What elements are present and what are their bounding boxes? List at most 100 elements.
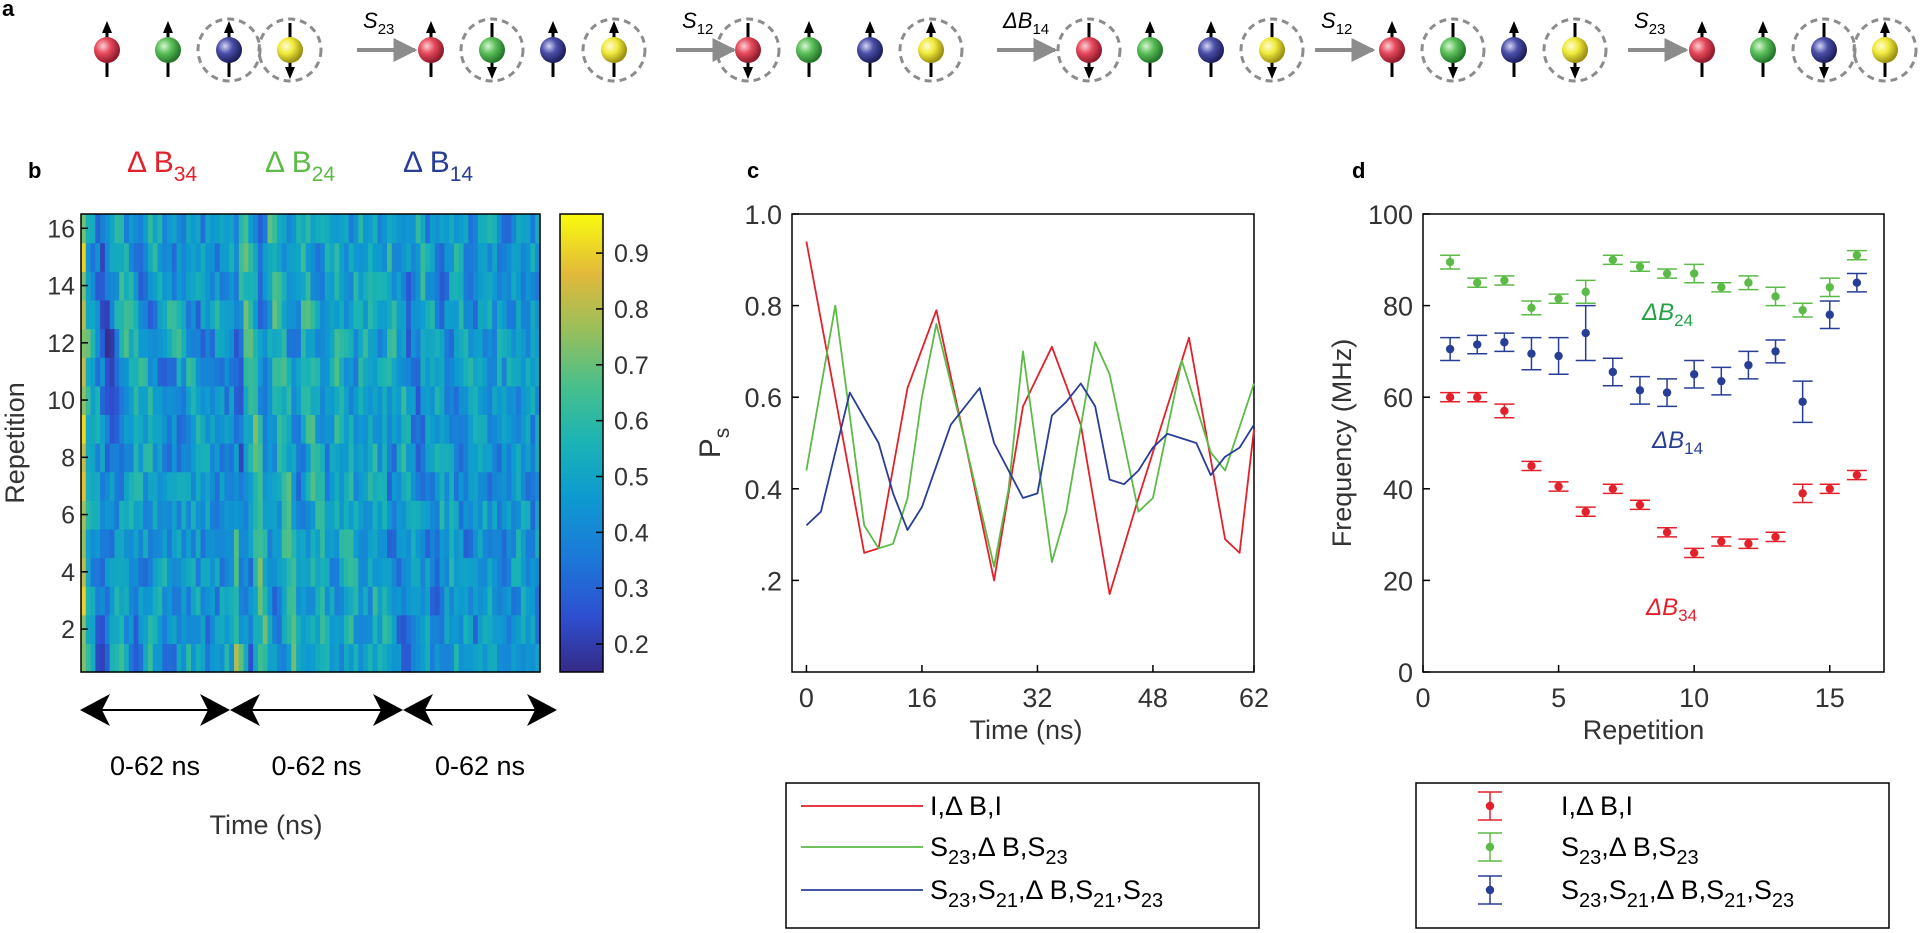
heatmap-cell	[516, 299, 522, 330]
heatmap-cell	[367, 557, 374, 587]
heatmap-cell	[320, 471, 326, 501]
data-point	[1819, 300, 1840, 330]
heatmap-cell	[382, 271, 388, 301]
heatmap-cell	[171, 385, 178, 415]
heatmap-cell	[190, 299, 197, 330]
marker	[1500, 406, 1509, 416]
heatmap-cell	[468, 500, 474, 530]
heatmap-cell	[277, 357, 283, 387]
y-axis-label: Frequency (MHz)	[1327, 339, 1357, 548]
heatmap-cell	[210, 443, 216, 473]
arrow-head	[804, 21, 814, 33]
heatmap-cell	[453, 385, 460, 415]
heatmap-cell	[535, 271, 541, 301]
arrow-head	[1758, 21, 1768, 33]
heatmap-cell	[300, 443, 307, 473]
heatmap-cell	[516, 385, 522, 415]
heatmap-cell	[205, 471, 211, 501]
arrow-head	[1880, 21, 1890, 33]
heatmap-cell	[415, 357, 422, 387]
arrow-head	[1509, 21, 1519, 33]
heatmap-cell	[253, 242, 259, 272]
heatmap-cell	[439, 500, 445, 530]
heatmap-cell	[492, 557, 498, 587]
heatmap-cell	[234, 528, 240, 559]
heatmap-cell	[477, 443, 484, 473]
heatmap-cell	[248, 271, 254, 301]
marker	[1500, 338, 1509, 347]
heatmap-cell	[229, 328, 235, 358]
spin-ball	[1259, 37, 1285, 63]
arrow-head	[1206, 21, 1216, 33]
heatmap-cell	[320, 557, 326, 587]
heatmap-cell	[281, 271, 288, 301]
panel-label-b: b	[28, 158, 41, 183]
heatmap-cell	[372, 271, 379, 301]
annotation-3: ΔB34	[1645, 594, 1697, 625]
heatmap-cell	[200, 500, 206, 530]
heatmap-cell	[133, 242, 139, 272]
heatmap-cell	[501, 299, 508, 330]
heatmap-cell	[119, 586, 125, 616]
heatmap-cell	[114, 614, 120, 644]
heatmap-cell	[176, 528, 183, 559]
heatmap-cell	[482, 242, 489, 272]
heatmap-cell	[138, 643, 144, 673]
heatmap-cell	[147, 586, 154, 616]
heatmap-cell	[171, 586, 178, 616]
heatmap-cell	[387, 357, 393, 387]
heatmap-cell	[487, 643, 493, 673]
heatmap-cell	[425, 500, 431, 530]
marker	[1473, 340, 1482, 349]
heatmap-cell	[219, 385, 226, 415]
heatmap-cell	[257, 643, 264, 673]
heatmap-cell	[190, 586, 197, 616]
heatmap-cell	[186, 214, 192, 244]
heatmap-cell	[482, 443, 489, 473]
heatmap-cell	[267, 443, 273, 473]
heatmap-cell	[133, 414, 139, 444]
heatmap-cell	[420, 242, 426, 272]
heatmap-cell	[406, 385, 412, 415]
heatmap-cell	[253, 500, 259, 530]
heatmap-cell	[310, 586, 316, 616]
data-point	[1494, 403, 1515, 419]
heatmap-cell	[430, 643, 436, 673]
heatmap-cell	[195, 528, 202, 559]
heatmap-cell	[100, 586, 106, 616]
heatmap-cell	[95, 414, 101, 444]
heatmap-cell	[492, 328, 498, 358]
heatmap-cell	[267, 614, 273, 644]
heatmap-cell	[272, 586, 278, 616]
heatmap-cell	[406, 328, 412, 358]
heatmap-cell	[482, 385, 489, 415]
heatmap-cell	[262, 214, 269, 244]
heatmap-cell	[300, 271, 307, 301]
heatmap-cell	[119, 357, 125, 387]
heatmap-cell	[320, 500, 326, 530]
heatmap-cell	[85, 357, 92, 387]
heatmap-cell	[387, 614, 393, 644]
heatmap-cell	[210, 500, 216, 530]
heatmap-cell	[253, 557, 259, 587]
heatmap-cell	[114, 500, 120, 530]
heatmap-cell	[463, 385, 469, 415]
spin-ball	[796, 37, 822, 63]
heatmap-cell	[535, 643, 541, 673]
heatmap-cell	[286, 443, 292, 473]
heatmap-cell	[157, 557, 163, 587]
heatmap-cell	[396, 328, 402, 358]
heatmap-cell	[420, 357, 426, 387]
legend-marker	[1485, 801, 1495, 811]
heatmap-cell	[348, 242, 355, 272]
heatmap-cell	[152, 328, 159, 358]
marker	[1473, 393, 1482, 402]
heatmap-cell	[358, 614, 364, 644]
legend-swatch-3	[1478, 875, 1502, 905]
marker	[1798, 397, 1807, 406]
heatmap-cell	[200, 528, 206, 559]
heatmap-cell	[210, 614, 216, 644]
heatmap-cell	[482, 271, 489, 301]
heatmap-cell	[334, 614, 340, 644]
data-point	[1846, 249, 1867, 261]
